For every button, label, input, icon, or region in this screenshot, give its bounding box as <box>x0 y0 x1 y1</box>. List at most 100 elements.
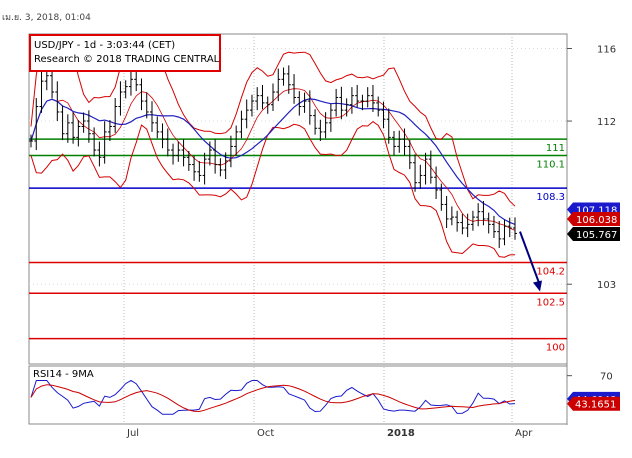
price-bar <box>128 70 133 96</box>
price-bar <box>434 166 439 199</box>
price-bar <box>107 120 112 141</box>
price-bar <box>134 68 139 92</box>
price-bar <box>281 67 286 86</box>
price-bar <box>397 130 402 153</box>
price-bar <box>29 134 33 148</box>
price-bar <box>144 92 149 119</box>
price-bar <box>255 87 260 111</box>
horizontal-gridlines <box>29 48 567 285</box>
price-tag: 105.767 <box>567 227 620 242</box>
price-bar <box>218 158 223 177</box>
price-bar <box>34 98 39 151</box>
price-bar <box>249 94 254 117</box>
price-bar <box>244 99 249 129</box>
price-bar <box>271 83 275 112</box>
price-bar <box>276 68 281 102</box>
price-bar <box>155 116 160 139</box>
level-label: 111 <box>546 143 565 154</box>
x-tick-label: Apr <box>515 428 533 439</box>
price-bar <box>407 140 412 170</box>
price-bar <box>65 114 70 143</box>
price-bar <box>234 125 239 156</box>
price-bar <box>370 84 375 112</box>
price-bar <box>113 98 118 133</box>
price-bar <box>181 139 186 167</box>
price-bar <box>81 112 86 133</box>
price-bar <box>313 109 318 135</box>
price-bar <box>470 210 475 231</box>
time-axis-ticks: Jul Oct 2018 Apr <box>126 428 533 439</box>
price-bar <box>439 183 444 211</box>
price-bar <box>76 120 81 147</box>
price-bar <box>239 110 244 139</box>
price-bar <box>386 108 391 144</box>
price-bar <box>207 141 212 166</box>
forecast-arrow-head <box>533 280 542 292</box>
price-bar <box>344 98 349 117</box>
forecast-arrow-shaft <box>519 231 541 286</box>
price-bars <box>29 65 517 248</box>
price-bar <box>186 150 191 171</box>
price-bar <box>486 212 491 234</box>
level-label: 104.2 <box>536 266 565 277</box>
price-bar <box>160 123 165 149</box>
price-bar <box>444 195 449 229</box>
price-bar <box>402 128 407 156</box>
rsi-indicator: 7044.694843.1651 <box>30 372 620 415</box>
svg-text:43.1651: 43.1651 <box>575 400 616 411</box>
price-bar <box>39 70 44 113</box>
price-bar <box>260 84 265 110</box>
rsi-panel-frame <box>28 365 568 425</box>
price-bar <box>92 127 97 157</box>
level-label: 100 <box>546 343 565 354</box>
price-bar <box>118 81 123 116</box>
upper-band <box>30 34 516 207</box>
main-panel-frame <box>28 33 568 365</box>
price-bar <box>176 141 181 162</box>
chart-subtitle: Research © 2018 TRADING CENTRAL <box>34 54 220 65</box>
svg-text:105.767: 105.767 <box>576 230 617 241</box>
price-bar <box>302 92 307 113</box>
price-bar <box>213 139 218 174</box>
price-bar <box>60 105 65 141</box>
price-bar <box>491 215 496 238</box>
x-tick-label: 2018 <box>387 428 415 439</box>
price-bar <box>365 87 370 108</box>
price-bar <box>197 161 202 182</box>
price-bar <box>360 94 365 111</box>
price-bar <box>123 80 128 99</box>
rsi-tick-label: 70 <box>600 372 613 383</box>
lower-band <box>30 120 516 258</box>
rsi-ma-line <box>30 384 516 413</box>
price-bar <box>307 90 312 125</box>
price-bar <box>413 154 418 192</box>
price-bar <box>292 74 297 104</box>
price-bar <box>476 203 481 227</box>
price-bar <box>334 88 339 117</box>
price-bar <box>228 135 233 168</box>
price-bar <box>150 101 154 132</box>
price-bar <box>44 69 49 91</box>
price-bar <box>349 87 354 114</box>
level-label: 110.1 <box>536 159 565 170</box>
price-bar <box>497 220 502 248</box>
y-tick-label: 116 <box>597 45 616 56</box>
rsi-title: RSI14 - 9MA <box>33 369 94 380</box>
price-bar <box>481 200 486 226</box>
price-bar <box>455 210 460 232</box>
x-tick-label: Oct <box>257 428 274 439</box>
price-bar <box>465 213 470 238</box>
svg-text:107.118: 107.118 <box>576 206 617 217</box>
price-bar <box>423 152 428 185</box>
price-bar <box>202 152 207 185</box>
price-bar <box>318 119 323 141</box>
price-bar <box>171 143 176 165</box>
price-bar <box>165 128 170 157</box>
level-label: 102.5 <box>536 297 565 308</box>
price-bar <box>86 110 91 143</box>
rsi-line <box>30 379 516 415</box>
price-bar <box>50 67 55 99</box>
title-box <box>29 34 221 72</box>
price-bar <box>339 86 344 120</box>
